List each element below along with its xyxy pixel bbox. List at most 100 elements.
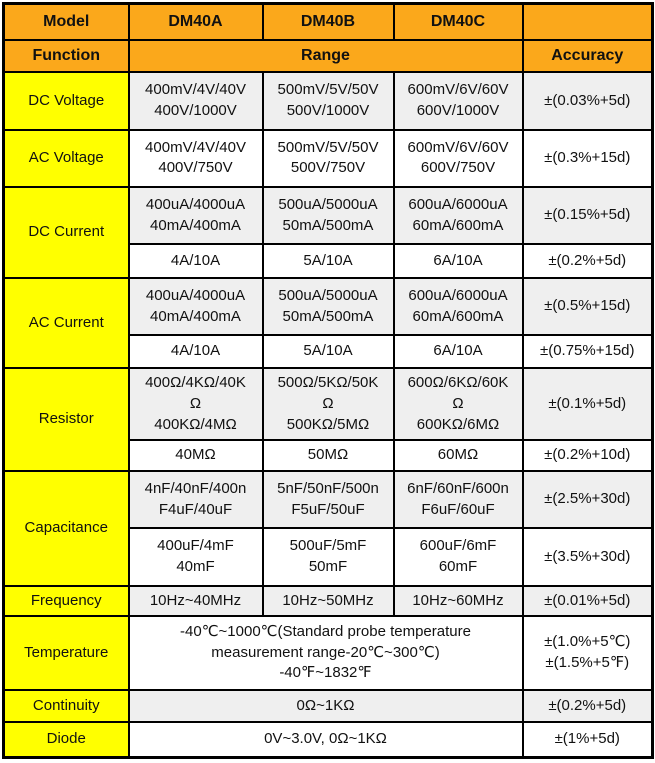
cell-line: 400KΩ/4MΩ <box>154 415 237 433</box>
table-row: 40MΩ 50MΩ 60MΩ ±(0.2%+10d) <box>4 439 654 473</box>
cell-line: 500uF/5mF <box>289 537 367 555</box>
cell-line: 600uF/6mF <box>419 537 497 555</box>
function-cell-dc-current: DC Current <box>2 185 130 280</box>
cell-line: 4A/10A <box>170 342 221 360</box>
cell-line: 40MΩ <box>175 446 216 464</box>
cell-line: 50MΩ <box>307 446 349 464</box>
cell-line: 600mV/6V/60V <box>407 81 509 99</box>
cell-line: DM40A <box>168 12 223 30</box>
cell-line: ±(0.5%+15d) <box>544 297 631 315</box>
cell-line: 5A/10A <box>303 251 353 269</box>
table-row: Continuity 0Ω~1KΩ ±(0.2%+5d) <box>2 688 654 724</box>
range-cell: 4A/10A <box>127 243 264 280</box>
range-cell: 500uF/5mF 50mF <box>261 527 395 587</box>
accuracy-cell: ±(3.5%+30d) <box>521 527 654 587</box>
cell-line: 4A/10A <box>170 251 221 269</box>
range-cell: 10Hz~60MHz <box>392 584 524 618</box>
cell-line: Diode <box>46 730 86 748</box>
cell-line: measurement range-20℃~300℃) <box>211 643 440 661</box>
range-cell: 500mV/5V/50V 500V/1000V <box>261 71 395 131</box>
table-row: DC Voltage 400mV/4V/40V 400V/1000V 500mV/5V… <box>2 71 654 131</box>
cell-line: Ω <box>452 394 464 412</box>
range-cell: 500Ω/5KΩ/50K Ω 500KΩ/5MΩ <box>261 367 395 442</box>
cell-line: 400uA/4000uA <box>145 195 246 213</box>
cell-line: Function <box>32 46 101 64</box>
accuracy-cell: ±(0.01%+5d) <box>521 584 654 618</box>
cell-line: ±(1%+5d) <box>554 730 620 748</box>
header-blank-cell <box>521 2 654 41</box>
cell-line: Model <box>43 12 90 30</box>
header-range-label: Range <box>127 38 524 74</box>
range-cell: 60MΩ <box>392 439 524 473</box>
cell-line: Temperature <box>24 643 109 661</box>
cell-line: 50mA/500mA <box>282 216 374 234</box>
cell-line: 0V~3.0V, 0Ω~1KΩ <box>264 730 387 748</box>
cell-line: 400V/750V <box>158 159 233 177</box>
accuracy-cell: ±(0.2%+10d) <box>521 439 654 473</box>
cell-line: ±(0.2%+5d) <box>548 696 627 714</box>
function-cell-ac-current: AC Current <box>2 277 130 370</box>
header-model-dm40a: DM40A <box>127 2 264 41</box>
header-model-dm40b: DM40B <box>261 2 395 41</box>
range-cell: 600uA/6000uA 60mA/600mA <box>392 277 524 337</box>
range-cell: 5A/10A <box>261 334 395 370</box>
cell-line: 500V/750V <box>290 159 366 177</box>
header-model-label: Model <box>2 2 130 41</box>
cell-line: ±(0.1%+5d) <box>548 394 627 412</box>
function-cell-temperature: Temperature <box>2 615 130 691</box>
function-cell-continuity: Continuity <box>2 688 130 724</box>
table-row: DC Current 400uA/4000uA 40mA/400mA 500uA/50… <box>2 185 654 280</box>
header-function-label: Function <box>2 38 130 74</box>
cell-line: ±(0.3%+15d) <box>544 148 631 166</box>
cell-line: 400V/1000V <box>154 102 237 120</box>
cell-line: -40℃~1000℃(Standard probe temperature <box>180 622 471 640</box>
range-cell: 600uA/6000uA 60mA/600mA <box>392 185 524 246</box>
cell-line: 40mA/400mA <box>150 216 241 234</box>
cell-line: 10Hz~60MHz <box>412 591 504 609</box>
range-cell: 400mV/4V/40V 400V/1000V <box>127 71 264 131</box>
range-cell: 6nF/60nF/600n F6uF/60uF <box>392 470 524 530</box>
header-accuracy-label: Accuracy <box>521 38 654 74</box>
cell-line: 400mV/4V/40V <box>145 81 246 99</box>
accuracy-cell: ±(0.03%+5d) <box>521 71 654 131</box>
cell-line: 500V/1000V <box>286 102 370 120</box>
cell-line: AC Voltage <box>28 148 104 166</box>
function-cell-ac-voltage: AC Voltage <box>2 128 130 188</box>
table-row: Model DM40A DM40B DM40C <box>2 2 654 41</box>
cell-line: 10Hz~40MHz <box>149 591 242 609</box>
cell-line: 500mV/5V/50V <box>277 138 379 156</box>
cell-line: 60mF <box>438 557 478 575</box>
cell-line: Ω <box>189 394 202 412</box>
range-cell: 10Hz~40MHz <box>127 584 264 618</box>
cell-line: Resistor <box>38 410 94 428</box>
cell-line: Continuity <box>32 696 100 714</box>
cell-line: 600KΩ/6MΩ <box>416 415 500 433</box>
cell-line: 60mA/600mA <box>412 307 504 325</box>
cell-line: -40℉~1832℉ <box>279 664 372 682</box>
table-row: Function Range Accuracy <box>2 38 654 74</box>
accuracy-cell: ±(0.15%+5d) <box>521 185 654 246</box>
cell-line: 400Ω/4KΩ/40K <box>145 374 246 392</box>
cell-line: ±(1.5%+5℉) <box>545 653 630 671</box>
range-cell: -40℃~1000℃(Standard probe temperature mea… <box>127 615 524 691</box>
cell-line: DM40B <box>300 12 356 30</box>
cell-line: Ω <box>322 394 334 412</box>
cell-line: 400uA/4000uA <box>145 287 246 305</box>
range-cell: 600uF/6mF 60mF <box>392 527 524 587</box>
accuracy-cell: ±(1%+5d) <box>521 721 654 759</box>
cell-line: 500KΩ/5MΩ <box>286 415 370 433</box>
cell-line: 500Ω/5KΩ/50K <box>277 374 379 392</box>
range-cell: 6A/10A <box>392 243 524 280</box>
cell-line: 5nF/50nF/500n <box>277 480 379 498</box>
range-cell: 4nF/40nF/400n F4uF/40uF <box>127 470 264 530</box>
cell-line: 50mF <box>308 557 348 575</box>
table-row: 4A/10A 5A/10A 6A/10A ±(0.75%+15d) <box>4 334 654 370</box>
cell-line: Accuracy <box>551 46 624 64</box>
range-cell: 400Ω/4KΩ/40K Ω 400KΩ/4MΩ <box>127 367 264 442</box>
range-cell: 400uF/4mF 40mF <box>127 527 264 587</box>
cell-line: 6A/10A <box>433 342 483 360</box>
cell-line: AC Current <box>28 313 104 331</box>
accuracy-cell: ±(0.5%+15d) <box>521 277 654 337</box>
cell-line: 40mF <box>176 557 215 575</box>
